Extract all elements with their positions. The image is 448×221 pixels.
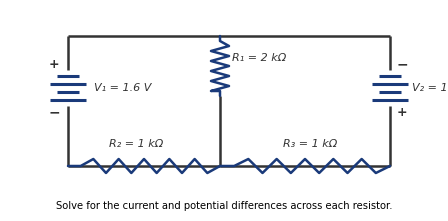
- Text: R₃ = 1 kΩ: R₃ = 1 kΩ: [283, 139, 337, 149]
- Text: Solve for the current and potential differences across each resistor.: Solve for the current and potential diff…: [56, 201, 392, 211]
- Text: −: −: [396, 57, 408, 71]
- Text: V₁ = 1.6 V: V₁ = 1.6 V: [94, 83, 151, 93]
- Text: R₂ = 1 kΩ: R₂ = 1 kΩ: [109, 139, 163, 149]
- Text: R₁ = 2 kΩ: R₁ = 2 kΩ: [232, 53, 286, 63]
- Text: V₂ = 1.4 V: V₂ = 1.4 V: [412, 83, 448, 93]
- Text: +: +: [396, 105, 407, 118]
- Text: +: +: [49, 57, 59, 70]
- Text: −: −: [48, 105, 60, 119]
